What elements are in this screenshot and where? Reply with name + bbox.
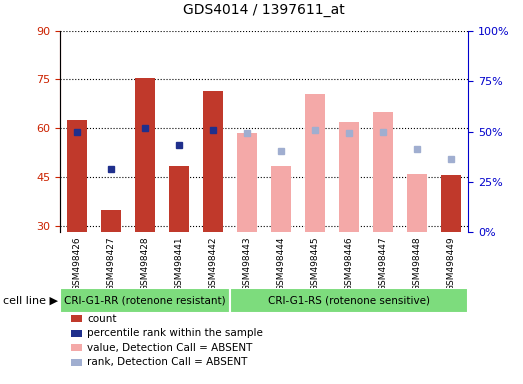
Text: GSM498449: GSM498449 [447,237,456,291]
Text: GSM498447: GSM498447 [379,237,388,291]
Text: GSM498444: GSM498444 [277,237,286,291]
Bar [230,288,468,313]
Bar [135,78,155,232]
Bar [373,112,393,232]
Text: GSM498427: GSM498427 [107,237,116,291]
Bar [271,166,291,232]
Bar [203,91,223,232]
Text: value, Detection Call = ABSENT: value, Detection Call = ABSENT [87,343,253,353]
Text: GSM498446: GSM498446 [345,237,354,291]
Bar [339,122,359,232]
Bar [305,94,325,232]
Text: GSM498448: GSM498448 [413,237,422,291]
Text: percentile rank within the sample: percentile rank within the sample [87,328,263,338]
Text: CRI-G1-RS (rotenone sensitive): CRI-G1-RS (rotenone sensitive) [268,295,430,306]
Text: count: count [87,314,117,324]
Text: GSM498428: GSM498428 [141,237,150,291]
Bar [237,133,257,232]
Bar [60,288,230,313]
Bar [441,175,461,232]
Text: cell line ▶: cell line ▶ [3,295,58,306]
Text: GDS4014 / 1397611_at: GDS4014 / 1397611_at [183,3,345,17]
Text: GSM498442: GSM498442 [209,237,218,291]
Text: rank, Detection Call = ABSENT: rank, Detection Call = ABSENT [87,358,248,367]
Bar [169,166,189,232]
Text: GSM498426: GSM498426 [73,237,82,291]
Bar [67,120,87,232]
Bar [407,174,427,232]
Text: CRI-G1-RR (rotenone resistant): CRI-G1-RR (rotenone resistant) [64,295,226,306]
Text: GSM498441: GSM498441 [175,237,184,291]
Text: GSM498443: GSM498443 [243,237,252,291]
Bar [101,210,121,232]
Text: GSM498445: GSM498445 [311,237,320,291]
